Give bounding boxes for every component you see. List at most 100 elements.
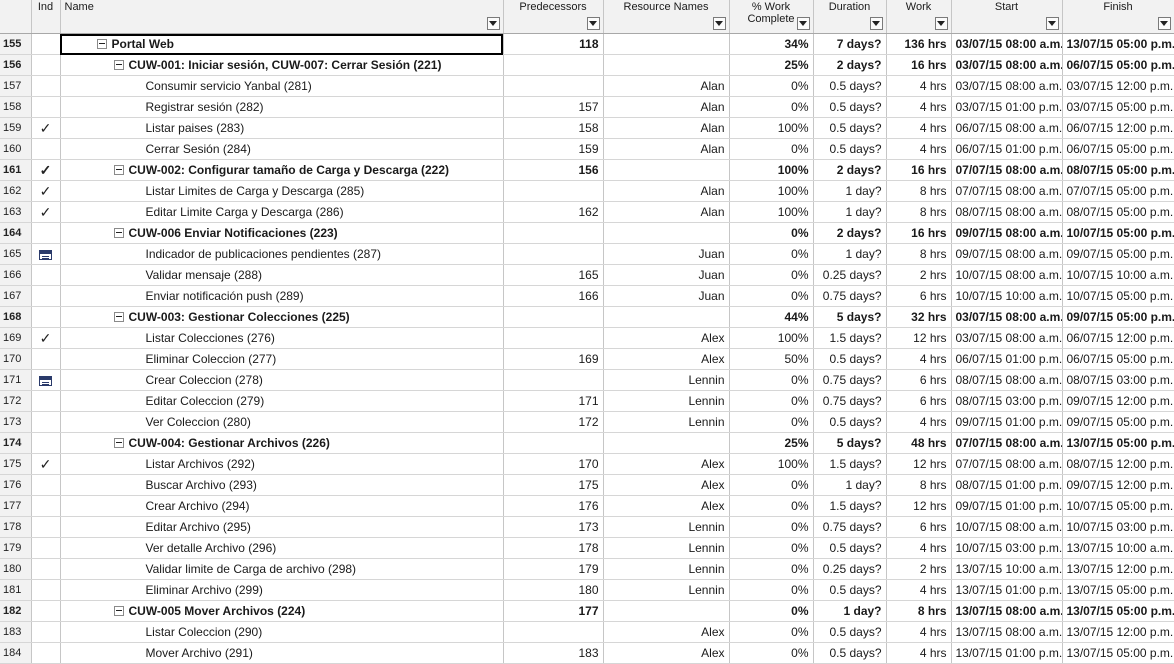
predecessors-cell[interactable]: 158 xyxy=(503,118,603,139)
percent-work-complete-filter-dropdown-icon[interactable] xyxy=(797,17,810,30)
work-cell[interactable]: 4 hrs xyxy=(886,538,951,559)
indicator-cell[interactable] xyxy=(31,139,60,160)
work-filter-dropdown-icon[interactable] xyxy=(935,17,948,30)
duration-cell[interactable]: 0.5 days? xyxy=(813,76,886,97)
finish-cell[interactable]: 10/07/15 05:00 p.m. xyxy=(1062,496,1174,517)
task-row[interactable]: 169 ✓ Listar Colecciones (276) Alex 100%… xyxy=(0,328,1174,349)
task-name-cell[interactable]: Crear Coleccion (278) xyxy=(60,370,503,391)
indicator-cell[interactable] xyxy=(31,433,60,454)
indicator-cell[interactable] xyxy=(31,223,60,244)
collapse-toggle-icon[interactable] xyxy=(114,60,124,70)
indicators-header[interactable]: Ind xyxy=(31,0,60,34)
predecessors-cell[interactable]: 169 xyxy=(503,349,603,370)
finish-cell[interactable]: 10/07/15 05:00 p.m. xyxy=(1062,223,1174,244)
percent-work-complete-cell[interactable]: 0% xyxy=(729,580,813,601)
finish-cell[interactable]: 08/07/15 03:00 p.m. xyxy=(1062,370,1174,391)
indicator-cell[interactable] xyxy=(31,307,60,328)
task-name-cell[interactable]: Listar paises (283) xyxy=(60,118,503,139)
finish-cell[interactable]: 13/07/15 10:00 a.m. xyxy=(1062,538,1174,559)
finish-cell[interactable]: 03/07/15 05:00 p.m. xyxy=(1062,97,1174,118)
task-row[interactable]: 178 Editar Archivo (295) 173 Lennin 0% 0… xyxy=(0,517,1174,538)
row-id[interactable]: 180 xyxy=(0,559,31,580)
start-cell[interactable]: 08/07/15 08:00 a.m. xyxy=(951,370,1062,391)
predecessors-cell[interactable]: 118 xyxy=(503,34,603,55)
task-row[interactable]: 156 CUW-001: Iniciar sesión, CUW-007: Ce… xyxy=(0,55,1174,76)
predecessors-cell[interactable]: 166 xyxy=(503,286,603,307)
row-id[interactable]: 155 xyxy=(0,34,31,55)
duration-cell[interactable]: 0.5 days? xyxy=(813,349,886,370)
task-row[interactable]: 183 Listar Coleccion (290) Alex 0% 0.5 d… xyxy=(0,622,1174,643)
start-cell[interactable]: 09/07/15 08:00 a.m. xyxy=(951,244,1062,265)
percent-work-complete-cell[interactable]: 100% xyxy=(729,328,813,349)
finish-cell[interactable]: 08/07/15 05:00 p.m. xyxy=(1062,160,1174,181)
indicator-cell[interactable] xyxy=(31,475,60,496)
start-cell[interactable]: 07/07/15 08:00 a.m. xyxy=(951,454,1062,475)
resource-names-cell[interactable] xyxy=(603,55,729,76)
predecessors-cell[interactable] xyxy=(503,55,603,76)
finish-cell[interactable]: 06/07/15 05:00 p.m. xyxy=(1062,349,1174,370)
work-cell[interactable]: 16 hrs xyxy=(886,223,951,244)
task-row[interactable]: 168 CUW-003: Gestionar Colecciones (225)… xyxy=(0,307,1174,328)
resource-names-cell[interactable]: Alex xyxy=(603,643,729,664)
task-name-cell[interactable]: Editar Limite Carga y Descarga (286) xyxy=(60,202,503,223)
row-id[interactable]: 183 xyxy=(0,622,31,643)
work-cell[interactable]: 12 hrs xyxy=(886,496,951,517)
task-name-cell[interactable]: Buscar Archivo (293) xyxy=(60,475,503,496)
indicator-cell[interactable] xyxy=(31,517,60,538)
work-cell[interactable]: 2 hrs xyxy=(886,265,951,286)
start-cell[interactable]: 10/07/15 03:00 p.m. xyxy=(951,538,1062,559)
start-cell[interactable]: 09/07/15 01:00 p.m. xyxy=(951,496,1062,517)
percent-work-complete-cell[interactable]: 0% xyxy=(729,223,813,244)
row-id[interactable]: 160 xyxy=(0,139,31,160)
task-name-cell[interactable]: Eliminar Coleccion (277) xyxy=(60,349,503,370)
start-cell[interactable]: 10/07/15 08:00 a.m. xyxy=(951,517,1062,538)
indicator-cell[interactable] xyxy=(31,391,60,412)
start-cell[interactable]: 09/07/15 01:00 p.m. xyxy=(951,412,1062,433)
start-cell[interactable]: 03/07/15 08:00 a.m. xyxy=(951,55,1062,76)
start-cell[interactable]: 03/07/15 08:00 a.m. xyxy=(951,76,1062,97)
predecessors-cell[interactable] xyxy=(503,622,603,643)
task-row[interactable]: 160 Cerrar Sesión (284) 159 Alan 0% 0.5 … xyxy=(0,139,1174,160)
row-id[interactable]: 167 xyxy=(0,286,31,307)
task-name-cell[interactable]: Eliminar Archivo (299) xyxy=(60,580,503,601)
work-header[interactable]: Work xyxy=(886,0,951,34)
indicator-cell[interactable] xyxy=(31,643,60,664)
predecessors-cell[interactable]: 156 xyxy=(503,160,603,181)
work-cell[interactable]: 16 hrs xyxy=(886,160,951,181)
indicator-cell[interactable] xyxy=(31,349,60,370)
start-cell[interactable]: 06/07/15 01:00 p.m. xyxy=(951,139,1062,160)
start-cell[interactable]: 07/07/15 08:00 a.m. xyxy=(951,160,1062,181)
resource-names-cell[interactable]: Lennin xyxy=(603,370,729,391)
percent-work-complete-cell[interactable]: 0% xyxy=(729,538,813,559)
resource-names-cell[interactable]: Alan xyxy=(603,202,729,223)
percent-work-complete-cell[interactable]: 25% xyxy=(729,433,813,454)
row-id[interactable]: 163 xyxy=(0,202,31,223)
task-name-cell[interactable]: Editar Archivo (295) xyxy=(60,517,503,538)
task-name-cell[interactable]: Crear Archivo (294) xyxy=(60,496,503,517)
percent-work-complete-cell[interactable]: 0% xyxy=(729,265,813,286)
start-filter-dropdown-icon[interactable] xyxy=(1046,17,1059,30)
finish-cell[interactable]: 08/07/15 12:00 p.m. xyxy=(1062,454,1174,475)
duration-cell[interactable]: 0.5 days? xyxy=(813,622,886,643)
task-name-cell[interactable]: CUW-006 Enviar Notificaciones (223) xyxy=(60,223,503,244)
percent-work-complete-cell[interactable]: 0% xyxy=(729,76,813,97)
duration-cell[interactable]: 5 days? xyxy=(813,433,886,454)
duration-cell[interactable]: 2 days? xyxy=(813,160,886,181)
work-cell[interactable]: 8 hrs xyxy=(886,244,951,265)
duration-cell[interactable]: 1.5 days? xyxy=(813,454,886,475)
resource-names-cell[interactable] xyxy=(603,34,729,55)
start-cell[interactable]: 09/07/15 08:00 a.m. xyxy=(951,223,1062,244)
predecessors-cell[interactable] xyxy=(503,223,603,244)
percent-work-complete-cell[interactable]: 0% xyxy=(729,391,813,412)
predecessors-cell[interactable] xyxy=(503,307,603,328)
predecessors-cell[interactable]: 165 xyxy=(503,265,603,286)
work-cell[interactable]: 6 hrs xyxy=(886,286,951,307)
work-cell[interactable]: 2 hrs xyxy=(886,559,951,580)
duration-cell[interactable]: 0.25 days? xyxy=(813,265,886,286)
task-row[interactable]: 165 Indicador de publicaciones pendiente… xyxy=(0,244,1174,265)
task-row[interactable]: 167 Enviar notificación push (289) 166 J… xyxy=(0,286,1174,307)
duration-cell[interactable]: 2 days? xyxy=(813,55,886,76)
task-name-cell[interactable]: Mover Archivo (291) xyxy=(60,643,503,664)
predecessors-cell[interactable]: 175 xyxy=(503,475,603,496)
